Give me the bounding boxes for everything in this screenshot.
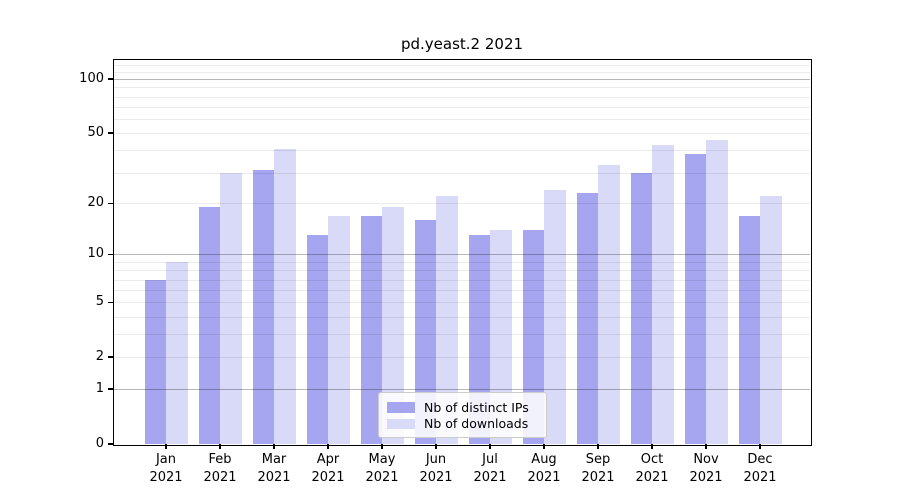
bar-nb-of-distinct-ips-may — [360, 215, 382, 444]
bar-nb-of-downloads-dec — [760, 196, 782, 444]
x-tick-label: Apr 2021 — [311, 452, 345, 485]
x-tick-mark — [327, 444, 329, 449]
x-tick-label: Sep 2021 — [581, 452, 615, 485]
bar-nb-of-downloads-sep — [598, 165, 620, 444]
x-tick-label: Nov 2021 — [689, 452, 723, 485]
bar-nb-of-downloads-oct — [652, 144, 674, 444]
gridline-minor — [114, 172, 810, 174]
bar-nb-of-downloads-apr — [328, 215, 350, 444]
bar-nb-of-downloads-jun — [436, 196, 458, 444]
x-tick-mark — [597, 444, 599, 449]
gridline-minor — [114, 334, 810, 336]
gridline-minor — [114, 357, 810, 359]
y-tick-label: 50 — [87, 125, 104, 141]
gridline-major — [114, 254, 810, 256]
x-tick-label: Aug 2021 — [527, 452, 561, 485]
y-tick-mark — [108, 78, 114, 80]
bars-layer — [114, 60, 810, 444]
legend-swatch — [387, 418, 415, 429]
y-tick-mark — [108, 356, 114, 358]
bar-nb-of-distinct-ips-mar — [252, 170, 274, 444]
gridline-minor — [114, 119, 810, 121]
x-tick-label: Mar 2021 — [257, 452, 291, 485]
gridline-minor — [114, 71, 810, 73]
y-tick-mark — [108, 253, 114, 256]
gridline-minor — [114, 302, 810, 304]
gridline-minor — [114, 203, 810, 205]
x-tick-label: Dec 2021 — [743, 452, 777, 485]
bar-nb-of-distinct-ips-sep — [576, 192, 598, 444]
legend: Nb of distinct IPs Nb of downloads — [378, 392, 547, 438]
gridline-major — [114, 389, 810, 391]
x-tick-mark — [543, 444, 545, 449]
y-tick-label: 20 — [87, 195, 104, 211]
y-tick-label: 2 — [95, 349, 104, 365]
legend-item: Nb of distinct IPs — [387, 399, 546, 416]
bar-nb-of-downloads-jan — [166, 262, 188, 444]
bar-nb-of-downloads-jul — [490, 229, 512, 444]
bar-nb-of-distinct-ips-jun — [414, 220, 436, 444]
x-tick-label: Oct 2021 — [635, 452, 669, 485]
gridline-minor — [114, 107, 810, 109]
bar-nb-of-downloads-aug — [544, 189, 566, 444]
bar-nb-of-downloads-nov — [706, 139, 728, 444]
bar-nb-of-distinct-ips-aug — [522, 229, 544, 444]
legend-swatch — [387, 402, 415, 413]
y-tick-label: 100 — [79, 71, 104, 87]
y-tick-label: 1 — [95, 381, 104, 397]
x-tick-mark — [219, 444, 221, 449]
x-tick-label: Feb 2021 — [203, 452, 237, 485]
x-tick-mark — [651, 444, 653, 449]
y-tick-mark — [108, 301, 114, 304]
x-tick-mark — [435, 444, 437, 449]
bar-nb-of-downloads-mar — [274, 148, 296, 444]
x-tick-mark — [273, 444, 275, 449]
x-tick-label: Jan 2021 — [149, 452, 183, 485]
x-tick-label: Jul 2021 — [473, 452, 507, 485]
bar-nb-of-downloads-may — [382, 207, 404, 444]
gridline-minor — [114, 150, 810, 152]
gridline-minor — [114, 290, 810, 292]
y-tick-mark — [108, 202, 114, 205]
plot-area — [114, 60, 810, 444]
legend-item: Nb of downloads — [387, 416, 546, 433]
gridline-minor — [114, 279, 810, 281]
gridline-major — [114, 79, 810, 81]
gridline-minor — [114, 96, 810, 98]
bar-nb-of-distinct-ips-feb — [198, 207, 220, 444]
gridline-minor — [114, 64, 810, 66]
x-tick-mark — [489, 444, 491, 449]
gridline-minor — [114, 316, 810, 318]
gridline-minor — [114, 262, 810, 263]
bar-nb-of-distinct-ips-jul — [468, 235, 490, 444]
y-tick-label: 5 — [95, 294, 104, 310]
bar-nb-of-downloads-feb — [220, 172, 242, 444]
bar-nb-of-distinct-ips-nov — [684, 154, 706, 444]
bar-nb-of-distinct-ips-jan — [144, 279, 166, 444]
gridline-minor — [114, 133, 810, 135]
y-tick-mark — [108, 388, 114, 390]
bar-nb-of-distinct-ips-apr — [306, 235, 328, 444]
x-tick-mark — [759, 444, 761, 449]
y-tick-mark — [108, 443, 114, 445]
y-tick-label: 0 — [95, 436, 104, 451]
legend-label: Nb of downloads — [424, 416, 529, 432]
chart-title: pd.yeast.2 2021 — [400, 35, 524, 53]
x-tick-label: May 2021 — [365, 452, 399, 485]
bar-nb-of-distinct-ips-oct — [630, 172, 652, 444]
x-tick-label: Jun 2021 — [419, 452, 453, 485]
x-tick-mark — [705, 444, 707, 449]
legend-label: Nb of distinct IPs — [424, 399, 529, 415]
x-tick-mark — [381, 444, 383, 449]
y-tick-mark — [108, 132, 114, 134]
gridline-minor — [114, 270, 810, 272]
gridline-minor — [114, 87, 810, 89]
grid-layer — [114, 60, 810, 444]
bar-nb-of-distinct-ips-dec — [738, 215, 760, 444]
x-tick-mark — [165, 444, 167, 449]
y-tick-label: 10 — [87, 246, 104, 262]
